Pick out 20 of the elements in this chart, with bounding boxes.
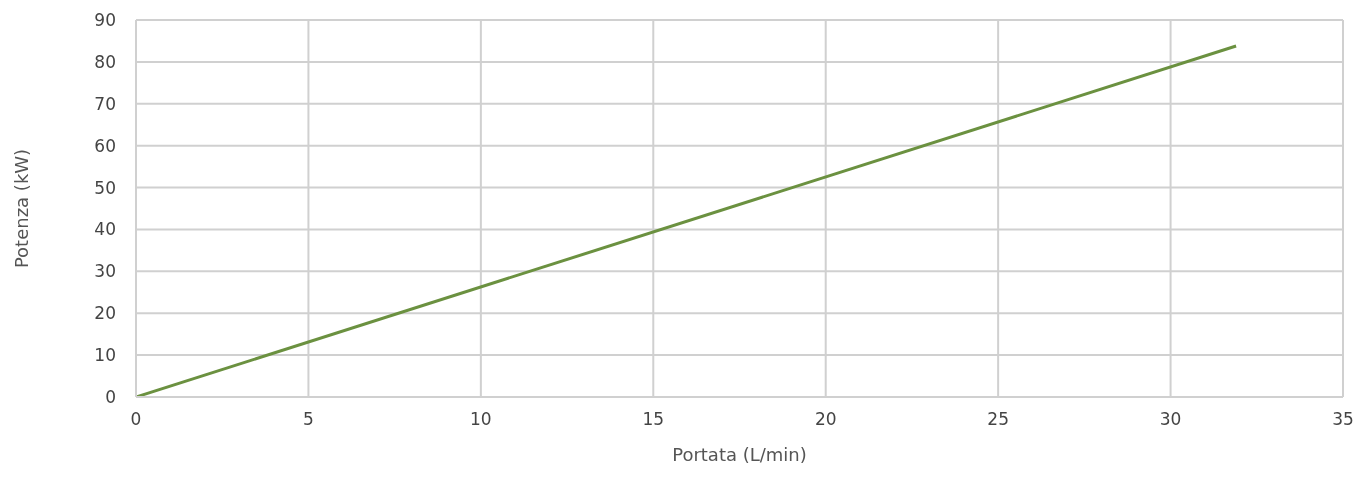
x-tick-label: 25 (987, 409, 1009, 430)
y-tick-label: 0 (105, 387, 116, 408)
y-tick-label: 20 (94, 303, 116, 324)
y-axis-title: Potenza (kW) (11, 148, 33, 269)
x-tick-label: 20 (814, 409, 837, 430)
x-tick-label: 15 (642, 409, 665, 430)
x-tick-label: 0 (130, 409, 142, 430)
x-axis-title: Portata (L/min) (672, 444, 807, 465)
x-tick-label: 10 (470, 409, 492, 430)
y-tick-label: 70 (94, 93, 116, 114)
y-tick-label: 90 (94, 10, 116, 31)
x-tick-label: 5 (303, 409, 314, 430)
y-tick-label: 80 (94, 51, 116, 72)
y-tick-label: 50 (94, 177, 116, 198)
y-tick-label: 40 (94, 219, 116, 240)
y-tick-label: 60 (94, 135, 116, 156)
y-tick-label: 10 (94, 345, 116, 366)
y-tick-label: 30 (94, 261, 116, 282)
x-tick-label: 35 (1332, 409, 1354, 430)
x-tick-label: 30 (1159, 409, 1182, 430)
